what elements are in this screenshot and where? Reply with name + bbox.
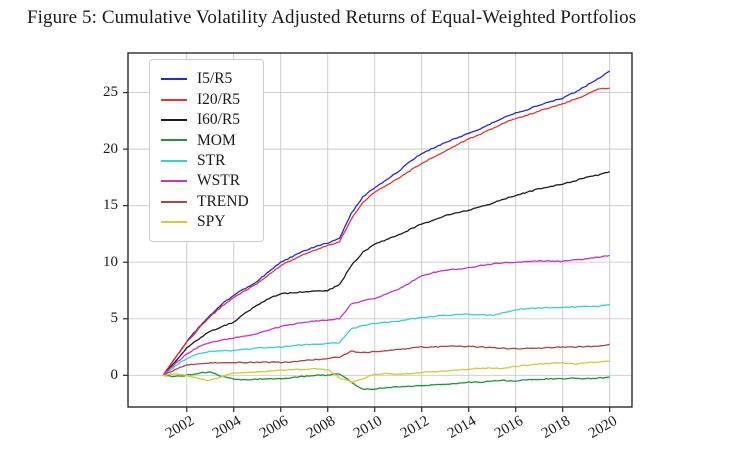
legend-item: TREND	[161, 191, 249, 211]
legend-swatch-icon	[161, 98, 187, 101]
legend-item: MOM	[161, 130, 249, 150]
y-tick-label: 20	[103, 140, 118, 157]
legend-label: SPY	[197, 213, 226, 231]
y-tick-label: 10	[103, 253, 118, 270]
legend-label: WSTR	[197, 172, 241, 190]
legend-label: TREND	[197, 192, 249, 210]
legend-item: WSTR	[161, 171, 249, 191]
legend-item: SPY	[161, 212, 249, 232]
series-line-mom	[163, 371, 610, 391]
legend-swatch-icon	[161, 159, 187, 162]
legend-label: STR	[197, 152, 226, 169]
series-line-i60-r5	[162, 171, 610, 376]
legend-swatch-icon	[161, 139, 187, 142]
legend-item: I5/R5	[161, 69, 249, 89]
legend-label: I20/R5	[197, 90, 241, 108]
y-tick-label: 15	[103, 197, 118, 214]
series-line-spy	[163, 360, 610, 384]
legend-label: I60/R5	[197, 111, 241, 129]
legend-swatch-icon	[161, 78, 187, 81]
legend-label: MOM	[197, 131, 236, 149]
series-line-str	[162, 303, 610, 376]
y-tick-label: 0	[110, 366, 119, 383]
legend-swatch-icon	[161, 200, 187, 203]
legend-item: I60/R5	[161, 110, 249, 130]
legend-label: I5/R5	[197, 70, 233, 88]
legend-item: STR	[161, 151, 249, 171]
legend-swatch-icon	[161, 118, 187, 121]
legend-swatch-icon	[161, 220, 187, 223]
legend-swatch-icon	[161, 180, 187, 183]
chart-legend: I5/R5 I20/R5 I60/R5 MOM STR WSTR TREND SPY	[149, 59, 264, 243]
plot-frame	[127, 52, 633, 408]
series-line-trend	[162, 343, 610, 376]
series-line-wstr	[162, 254, 610, 376]
series-line-i20-r5	[162, 87, 610, 376]
y-tick-label: 5	[110, 310, 119, 327]
legend-item: I20/R5	[161, 89, 249, 109]
y-tick-label: 25	[103, 84, 118, 101]
series-line-i5-r5	[162, 70, 611, 376]
figure-title: Figure 5: Cumulative Volatility Adjusted…	[27, 7, 637, 28]
